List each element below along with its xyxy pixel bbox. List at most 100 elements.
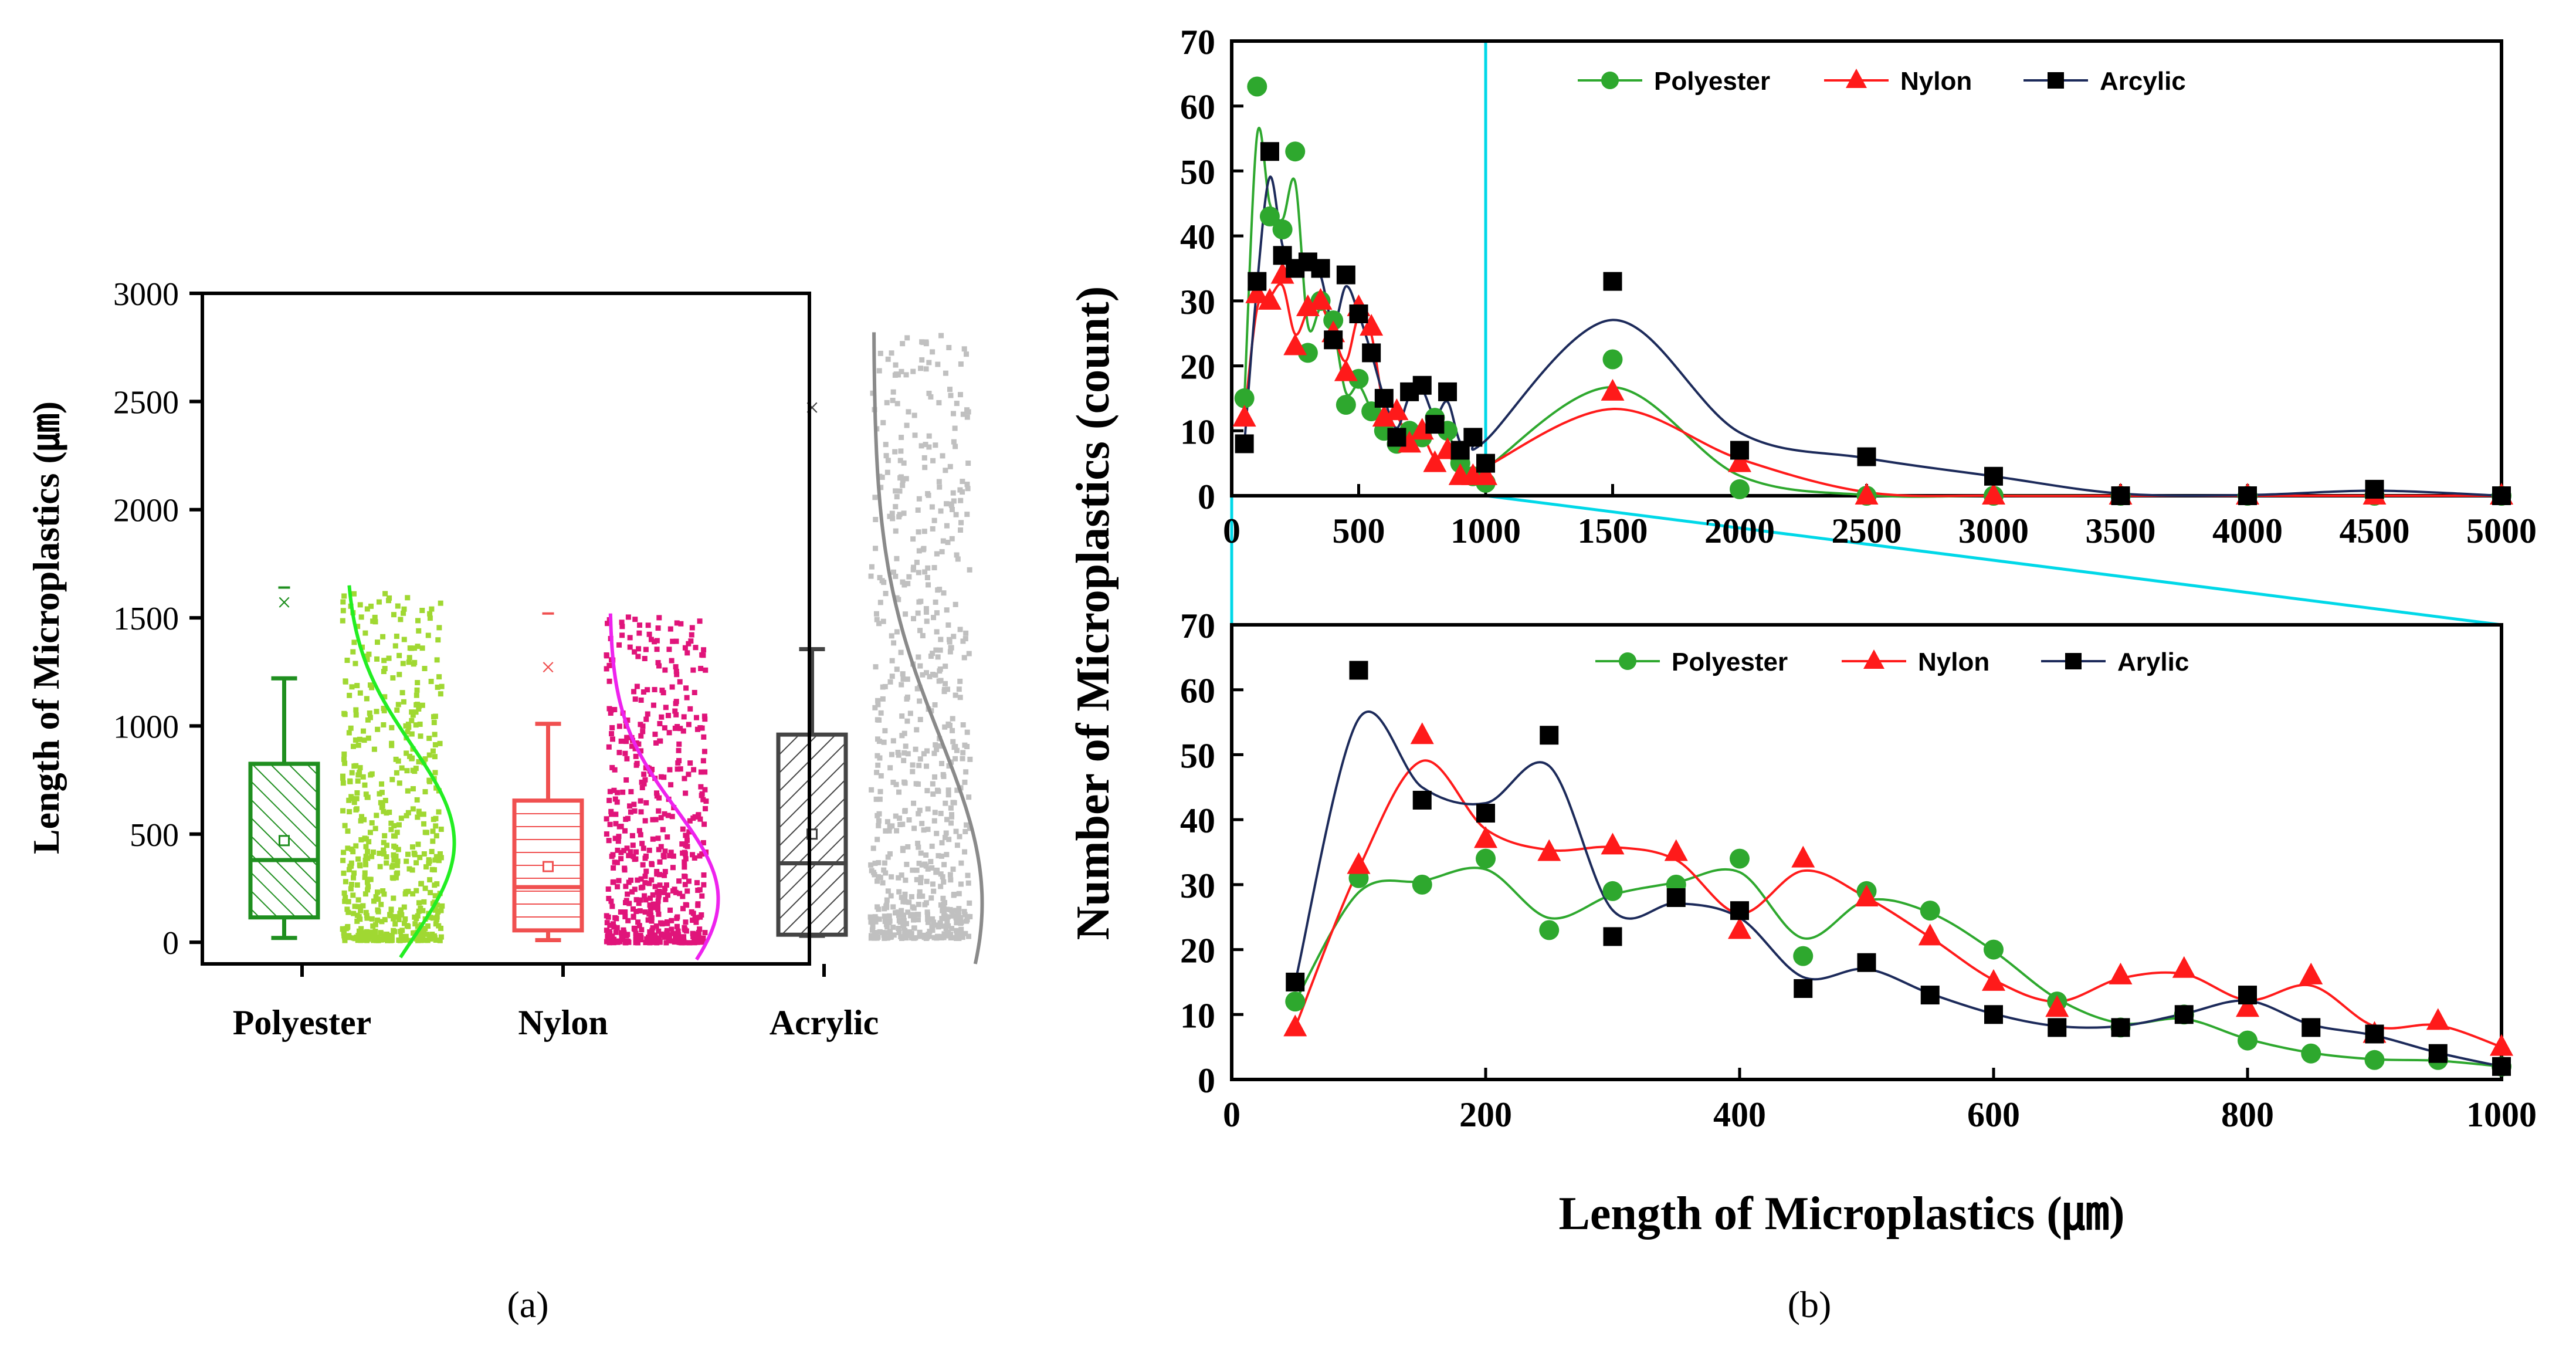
data-point bbox=[682, 864, 687, 870]
data-point bbox=[652, 884, 658, 889]
data-point bbox=[916, 917, 921, 923]
legend-marker bbox=[1863, 649, 1884, 669]
data-point bbox=[427, 779, 433, 784]
data-point bbox=[650, 905, 656, 911]
data-point bbox=[640, 884, 646, 890]
data-point bbox=[627, 644, 633, 650]
data-point bbox=[416, 759, 422, 764]
data-point bbox=[419, 608, 425, 614]
data-point bbox=[682, 882, 688, 888]
data-point bbox=[930, 791, 936, 797]
data-point bbox=[343, 895, 348, 901]
data-point bbox=[362, 782, 368, 788]
data-point bbox=[950, 490, 956, 496]
data-point bbox=[353, 712, 359, 718]
data-point bbox=[653, 740, 659, 746]
data-point bbox=[376, 599, 382, 605]
data-point bbox=[916, 496, 922, 502]
data-point bbox=[615, 835, 621, 841]
marker-acrylic bbox=[1476, 804, 1495, 823]
data-point bbox=[656, 808, 662, 814]
data-point bbox=[636, 741, 642, 747]
data-point bbox=[946, 637, 952, 642]
data-point bbox=[413, 860, 419, 866]
data-point bbox=[935, 361, 941, 367]
data-point bbox=[944, 852, 950, 858]
data-point bbox=[878, 710, 884, 716]
data-point bbox=[905, 844, 911, 850]
data-point bbox=[880, 684, 886, 690]
data-point bbox=[942, 724, 948, 730]
data-point bbox=[684, 888, 690, 894]
data-point bbox=[612, 707, 618, 713]
data-point bbox=[616, 878, 622, 884]
data-point bbox=[965, 461, 971, 466]
data-point bbox=[604, 920, 610, 926]
data-point bbox=[394, 862, 400, 868]
data-point bbox=[357, 765, 363, 771]
data-point bbox=[961, 655, 967, 661]
data-point bbox=[416, 703, 422, 709]
marker-polyester bbox=[2238, 1030, 2258, 1051]
data-point bbox=[391, 823, 397, 828]
data-point bbox=[413, 709, 419, 715]
data-point bbox=[934, 610, 940, 616]
data-point bbox=[625, 614, 631, 620]
data-point bbox=[662, 848, 668, 854]
data-point bbox=[901, 925, 907, 931]
data-point bbox=[945, 686, 951, 692]
data-point bbox=[660, 852, 666, 858]
data-point bbox=[960, 479, 965, 485]
data-point bbox=[676, 741, 682, 747]
data-point bbox=[423, 864, 429, 870]
data-point bbox=[910, 615, 916, 621]
data-point bbox=[642, 656, 648, 662]
data-point bbox=[367, 932, 372, 938]
data-point bbox=[938, 743, 944, 749]
data-point bbox=[645, 687, 650, 693]
data-point bbox=[622, 913, 628, 919]
data-point bbox=[379, 919, 385, 925]
data-point bbox=[885, 854, 891, 860]
marker-polyester bbox=[1259, 206, 1280, 226]
data-point bbox=[887, 851, 893, 857]
marker-polyester bbox=[1539, 920, 1560, 940]
data-point bbox=[672, 939, 677, 945]
data-point bbox=[670, 865, 676, 871]
data-point bbox=[632, 857, 638, 862]
data-point bbox=[654, 790, 660, 796]
marker-acrylic bbox=[1412, 375, 1432, 395]
data-point bbox=[616, 642, 622, 648]
data-point bbox=[964, 822, 970, 828]
legend-label: Nylon bbox=[1900, 67, 1972, 96]
data-point bbox=[428, 679, 434, 685]
data-point bbox=[962, 742, 968, 748]
data-point bbox=[693, 715, 699, 720]
data-point bbox=[611, 787, 617, 793]
data-point bbox=[354, 790, 360, 796]
data-point bbox=[650, 901, 656, 907]
data-point bbox=[615, 847, 621, 853]
data-point bbox=[404, 937, 409, 943]
data-point bbox=[340, 926, 346, 932]
data-point bbox=[952, 425, 958, 431]
data-point bbox=[901, 510, 907, 516]
data-point bbox=[896, 926, 901, 932]
data-point bbox=[412, 645, 418, 651]
data-point bbox=[643, 647, 649, 652]
data-point bbox=[951, 498, 957, 504]
data-point bbox=[365, 794, 371, 800]
data-point bbox=[369, 916, 375, 922]
data-point bbox=[432, 732, 438, 737]
data-point bbox=[700, 840, 706, 845]
marker-nylon bbox=[2490, 1034, 2513, 1056]
data-point bbox=[906, 817, 912, 823]
mean-marker bbox=[279, 835, 290, 847]
marker-nylon bbox=[1372, 405, 1396, 427]
legend-label: Nylon bbox=[1918, 648, 1989, 676]
marker-nylon bbox=[1270, 262, 1294, 284]
data-point bbox=[963, 769, 969, 775]
data-point bbox=[666, 730, 672, 736]
panel-a-box-plot: × × × 0 500 1000 1500 2000 2500 3000 Polyester Nyl… bbox=[25, 276, 984, 1042]
x-tick-label: 3000 bbox=[1958, 512, 2029, 550]
